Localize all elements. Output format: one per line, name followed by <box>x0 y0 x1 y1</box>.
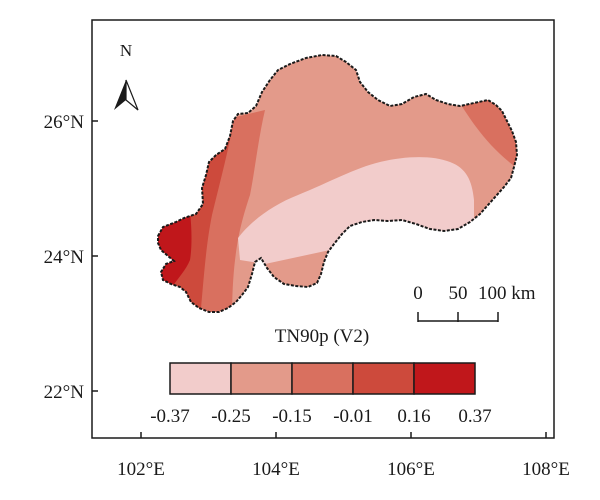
region-border <box>157 53 519 313</box>
legend-swatch <box>291 362 354 395</box>
legend-break-label: 0.16 <box>397 406 430 427</box>
zone-darkest-west <box>158 212 192 290</box>
scale-label-100: 100 km <box>478 283 536 304</box>
lon-label-102e: 102°E <box>117 459 165 480</box>
map-frame <box>91 19 555 439</box>
lon-label-104e: 104°E <box>252 459 300 480</box>
lon-label-108e: 108°E <box>522 459 570 480</box>
legend-color-bar <box>169 362 476 395</box>
legend-break-label: -0.25 <box>211 406 251 427</box>
lat-axis: 26°N 24°N 22°N <box>44 112 98 403</box>
zone-medium-east <box>455 90 517 170</box>
legend-break-label: 0.37 <box>458 406 491 427</box>
legend-title: TN90p (V2) <box>275 326 369 347</box>
scale-bar: 0 50 100 km <box>413 283 536 322</box>
lon-label-106e: 106°E <box>387 459 435 480</box>
legend-break-label: -0.01 <box>333 406 373 427</box>
scale-label-0: 0 <box>413 283 423 304</box>
north-arrow-right-icon <box>125 79 139 111</box>
scale-label-50: 50 <box>449 283 468 304</box>
north-arrow: N <box>114 41 139 111</box>
legend-labels: -0.37 -0.25 -0.15 -0.01 0.16 0.37 <box>150 406 491 427</box>
legend-swatch <box>352 362 415 395</box>
legend-swatch <box>169 362 232 395</box>
north-label: N <box>120 41 132 60</box>
legend-break-label: -0.37 <box>150 406 190 427</box>
legend: TN90p (V2) -0.37 -0.25 -0.15 -0.01 0.16 0.37 <box>150 326 491 427</box>
legend-swatch <box>413 362 476 395</box>
lat-label-22n: 22°N <box>44 382 85 403</box>
lat-label-24n: 24°N <box>44 247 85 268</box>
legend-swatch <box>230 362 293 395</box>
lon-axis: 102°E 104°E 106°E 108°E <box>117 432 570 480</box>
legend-break-label: -0.15 <box>272 406 312 427</box>
lat-label-26n: 26°N <box>44 112 85 133</box>
north-arrow-left-icon <box>114 80 126 110</box>
